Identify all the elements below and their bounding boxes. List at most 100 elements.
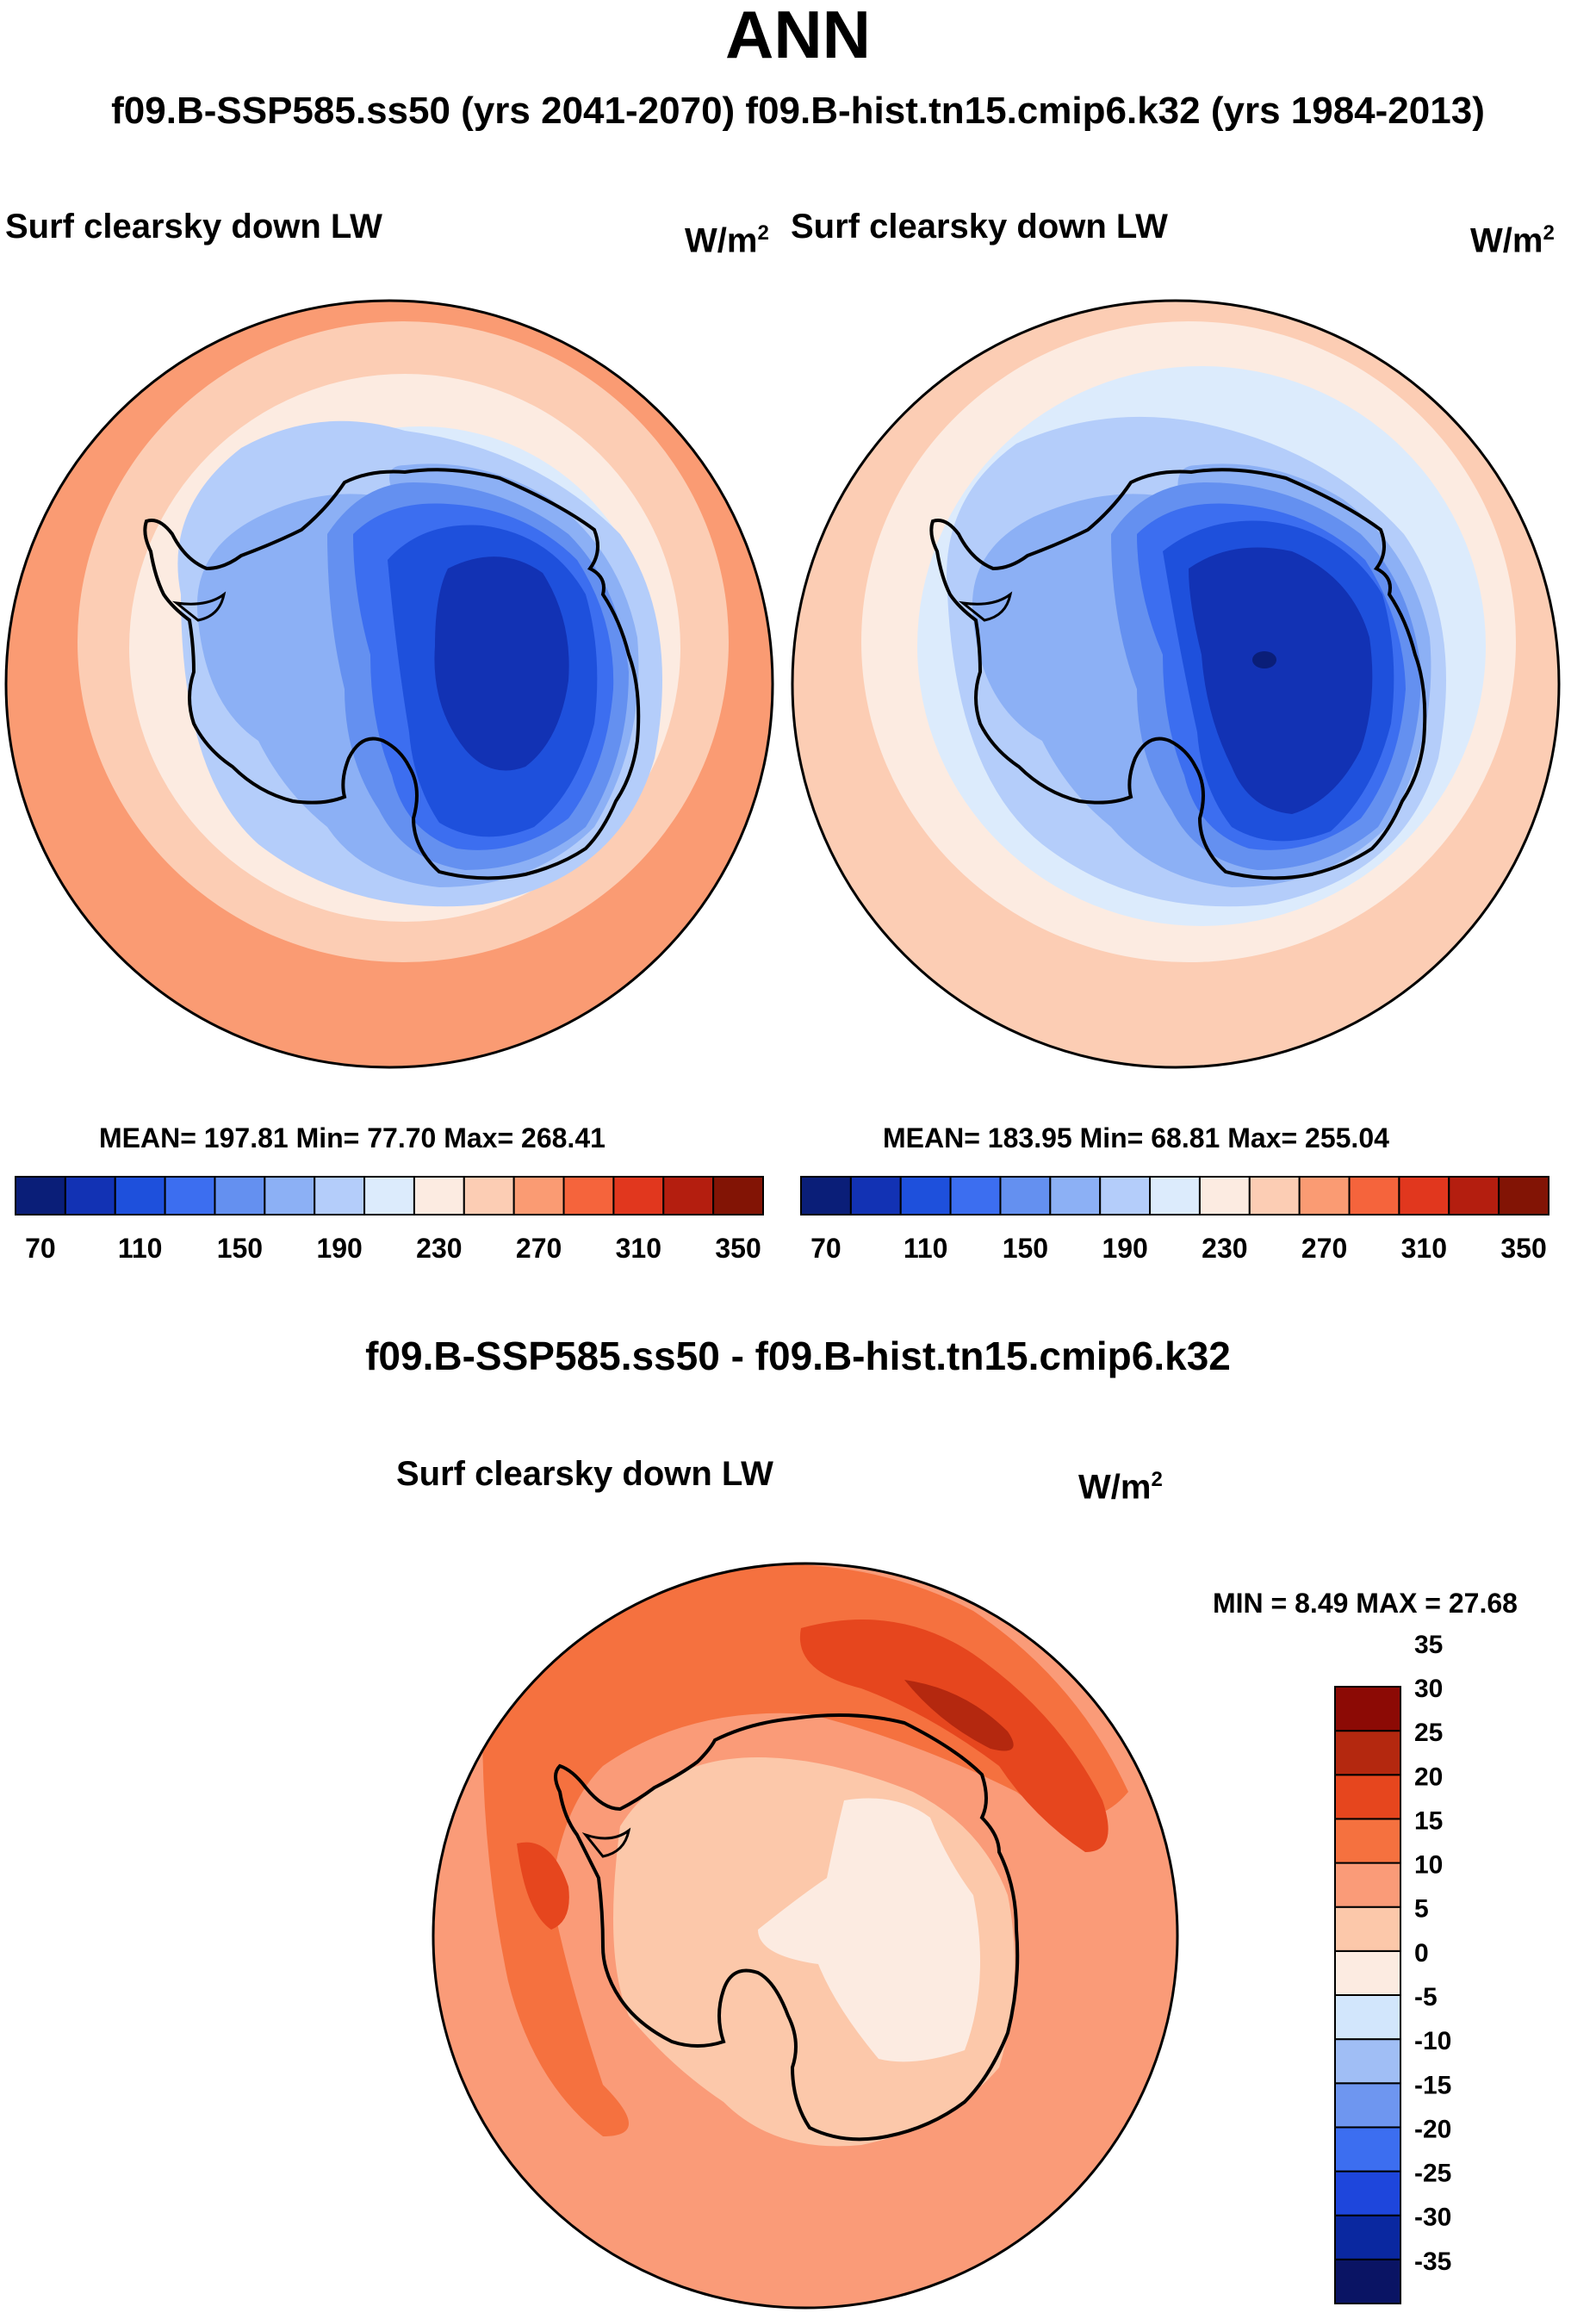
panel1-units: W/m2 bbox=[685, 221, 769, 260]
panel2-colorbar-swatch bbox=[1198, 1176, 1251, 1215]
figure-subtitle: f09.B-SSP585.ss50 (yrs 2041-2070) f09.B-… bbox=[111, 90, 1485, 132]
diff-colorbar-tick-label: 0 bbox=[1414, 1939, 1429, 1968]
panel2-colorbar-tick-label: 190 bbox=[1102, 1233, 1147, 1264]
diff-colorbar-tick-label: 20 bbox=[1414, 1763, 1443, 1791]
diff-colorbar-tick-label: -20 bbox=[1414, 2115, 1451, 2143]
panel1-colorbar-swatch bbox=[463, 1176, 515, 1215]
panel1-colorbar-tick-label: 270 bbox=[516, 1233, 562, 1264]
panel2-colorbar-swatch bbox=[1149, 1176, 1201, 1215]
diff-colorbar-tick-label: -15 bbox=[1414, 2071, 1451, 2099]
panel1-colorbar-tick-label: 70 bbox=[25, 1233, 56, 1264]
panel2-units: W/m2 bbox=[1470, 221, 1555, 260]
diff-colorbar-tick-label: 30 bbox=[1414, 1675, 1443, 1703]
panel2-colorbar: 70 110 150 190 230 270 310 350 bbox=[800, 1176, 1549, 1264]
p2-ice-shelf-outline bbox=[958, 591, 1013, 622]
diff-colorbar-swatch bbox=[1334, 2082, 1401, 2129]
panel2-colorbar-swatch bbox=[1348, 1176, 1400, 1215]
diff-band-25-30 bbox=[904, 1680, 1014, 1751]
panel1-colorbar-swatch bbox=[214, 1176, 266, 1215]
diff-colorbar-swatch bbox=[1334, 1994, 1401, 2041]
diff-colorbar-tick-label: 35 bbox=[1414, 1631, 1443, 1659]
panel1-colorbar-swatch bbox=[562, 1176, 615, 1215]
panel2-colorbar-swatch bbox=[1498, 1176, 1549, 1215]
p2-band-min bbox=[1252, 651, 1276, 668]
diff-colorbar-swatch bbox=[1334, 1818, 1401, 1864]
panel1-map-border bbox=[4, 299, 774, 1069]
panel1-colorbar-tick-label: 350 bbox=[715, 1233, 761, 1264]
panel2-colorbar-swatch bbox=[899, 1176, 952, 1215]
panel1-colorbar: 70 110 150 190 230 270 310 350 bbox=[15, 1176, 765, 1264]
panel1-colorbar-swatch bbox=[413, 1176, 465, 1215]
panel1-colorbar-tick-label: 110 bbox=[118, 1233, 163, 1264]
p1-band-70-90 bbox=[434, 556, 569, 771]
diff-colorbar-tick-label: -5 bbox=[1414, 1983, 1438, 2011]
diff-colorbar-swatch bbox=[1334, 1686, 1401, 1732]
panel2-variable-title: Surf clearsky down LW bbox=[791, 208, 1168, 246]
diff-colorbar-swatch bbox=[1334, 2258, 1401, 2305]
panel1-colorbar-swatch bbox=[314, 1176, 366, 1215]
diff-units: W/m2 bbox=[1078, 1468, 1163, 1507]
panel2-colorbar-swatch bbox=[1099, 1176, 1152, 1215]
panel2-colorbar-tick-label: 150 bbox=[1003, 1233, 1048, 1264]
panel2-colorbar-swatch bbox=[1398, 1176, 1450, 1215]
panel2-map-border bbox=[791, 299, 1561, 1069]
diff-band-20-25 bbox=[799, 1620, 1109, 1852]
diff-colorbar-swatch bbox=[1334, 2214, 1401, 2260]
diff-variable-title: Surf clearsky down LW bbox=[396, 1455, 773, 1493]
p1-ice-shelf-outline bbox=[171, 591, 227, 622]
panel1-colorbar-swatch bbox=[15, 1176, 66, 1215]
diff-band-20-25-west bbox=[517, 1842, 569, 1930]
diff-colorbar-swatch bbox=[1334, 2170, 1401, 2216]
diff-colorbar-swatch bbox=[1334, 1730, 1401, 1776]
panel2-colorbar-swatch bbox=[1049, 1176, 1102, 1215]
panel2-colorbar-tick-label: 230 bbox=[1202, 1233, 1247, 1264]
panel1-colorbar-swatch bbox=[512, 1176, 565, 1215]
panel1-map bbox=[6, 301, 773, 1067]
diff-colorbar-tick-label: -35 bbox=[1414, 2248, 1451, 2276]
diff-map-border bbox=[432, 1562, 1179, 2310]
diff-colorbar-tick-label: -25 bbox=[1414, 2160, 1451, 2188]
panel1-colorbar-swatch bbox=[264, 1176, 316, 1215]
panel2-colorbar-swatch bbox=[800, 1176, 852, 1215]
diff-colorbar-tick-label: 5 bbox=[1414, 1895, 1429, 1924]
panel2-colorbar-tick-label: 110 bbox=[904, 1233, 948, 1264]
p2-antarctic-coastline bbox=[929, 468, 1427, 880]
panel1-colorbar-tick-label: 230 bbox=[416, 1233, 462, 1264]
diff-colorbar-tick-label: 10 bbox=[1414, 1851, 1443, 1880]
panel2-colorbar-tick-label: 350 bbox=[1500, 1233, 1546, 1264]
figure-title: ANN bbox=[725, 0, 871, 72]
diff-colorbar-swatch bbox=[1334, 1862, 1401, 1908]
panel2-colorbar-swatch bbox=[949, 1176, 1002, 1215]
p1-antarctic-coastline bbox=[143, 468, 641, 880]
diff-colorbar-swatch bbox=[1334, 2038, 1401, 2085]
diff-map bbox=[433, 1564, 1177, 2308]
diff-colorbar-swatch bbox=[1334, 1774, 1401, 1820]
panel2-colorbar-swatch bbox=[849, 1176, 902, 1215]
diff-band-0-5 bbox=[758, 1798, 980, 2062]
p2-band-70-90 bbox=[1189, 547, 1373, 814]
panel2-map bbox=[792, 301, 1559, 1067]
diff-minmax: MIN = 8.49 MAX = 27.68 bbox=[1213, 1588, 1518, 1619]
diff-antarctic-coastline bbox=[554, 1713, 1020, 2142]
panel1-colorbar-tick-label: 190 bbox=[316, 1233, 362, 1264]
panel1-stats: MEAN= 197.81 Min= 77.70 Max= 268.41 bbox=[99, 1122, 605, 1153]
diff-colorbar: -35 -30 -25 -20 -15 -10 -5 0 5 10 15 20 25 30 35 bbox=[1334, 1631, 1451, 2305]
panel2-colorbar-swatch bbox=[1298, 1176, 1351, 1215]
diff-colorbar-swatch bbox=[1334, 1906, 1401, 1952]
panel2-colorbar-swatch bbox=[1448, 1176, 1500, 1215]
panel1-colorbar-swatch bbox=[164, 1176, 216, 1215]
panel1-variable-title: Surf clearsky down LW bbox=[5, 208, 382, 246]
panel2-colorbar-swatch bbox=[999, 1176, 1052, 1215]
panel1-colorbar-tick-label: 150 bbox=[217, 1233, 263, 1264]
diff-colorbar-swatch bbox=[1334, 2126, 1401, 2173]
panel1-colorbar-swatch bbox=[114, 1176, 166, 1215]
panel1-colorbar-tick-label: 310 bbox=[616, 1233, 661, 1264]
panel2-colorbar-tick-label: 70 bbox=[810, 1233, 841, 1264]
difference-title: f09.B-SSP585.ss50 - f09.B-hist.tn15.cmip… bbox=[365, 1334, 1231, 1378]
diff-colorbar-tick-label: -30 bbox=[1414, 2204, 1451, 2232]
panel1-colorbar-swatch bbox=[712, 1176, 765, 1215]
panel2-stats: MEAN= 183.95 Min= 68.81 Max= 255.04 bbox=[883, 1122, 1389, 1153]
diff-colorbar-tick-label: -10 bbox=[1414, 2027, 1451, 2055]
panel2-colorbar-tick-label: 310 bbox=[1401, 1233, 1447, 1264]
